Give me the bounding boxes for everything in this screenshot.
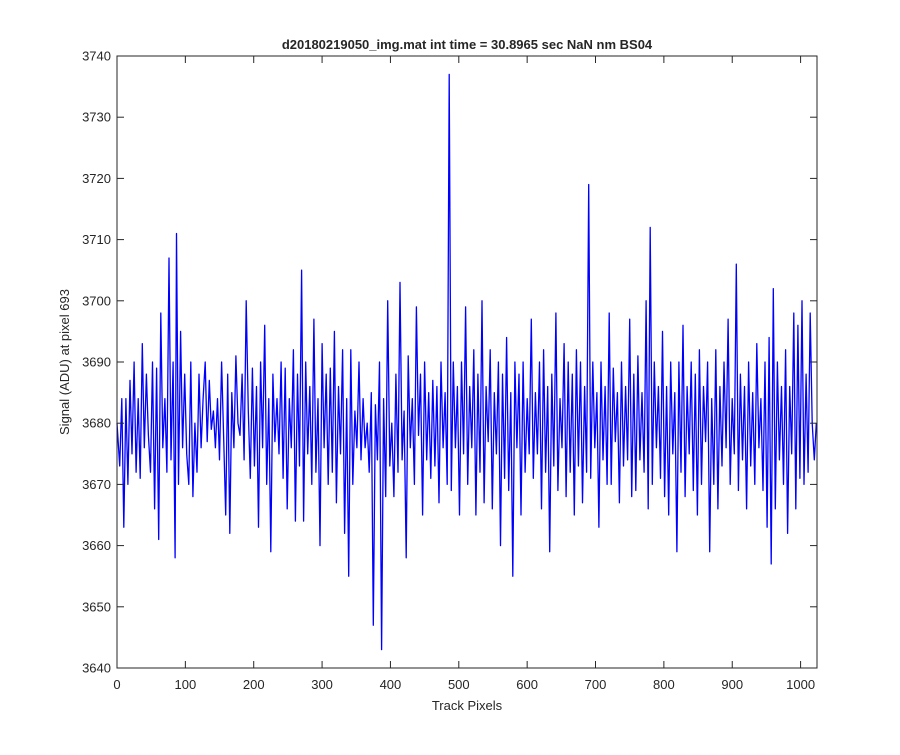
- x-tick-label: 400: [380, 677, 402, 692]
- x-tick-label: 800: [653, 677, 675, 692]
- x-tick-label: 600: [516, 677, 538, 692]
- chart-title: d20180219050_img.mat int time = 30.8965 …: [282, 37, 653, 52]
- y-tick-label: 3660: [82, 538, 111, 553]
- x-tick-label: 200: [243, 677, 265, 692]
- x-tick-label: 500: [448, 677, 470, 692]
- y-tick-label: 3740: [82, 49, 111, 64]
- y-tick-label: 3720: [82, 171, 111, 186]
- axes-layer: 0 100 200 300 400 500 600 700 800 900 1000 3640 3650…: [82, 49, 818, 692]
- y-tick-label: 3650: [82, 599, 111, 614]
- plot-area: [117, 56, 817, 668]
- y-tick-label: 3690: [82, 355, 111, 370]
- y-tick-label: 3700: [82, 293, 111, 308]
- x-tick-label: 300: [311, 677, 333, 692]
- y-tick-label: 3680: [82, 416, 111, 431]
- series-layer: [116, 73, 817, 651]
- y-tick-label: 3640: [82, 661, 111, 676]
- y-tick-label: 3670: [82, 477, 111, 492]
- x-axis-label: Track Pixels: [432, 698, 503, 713]
- y-axis-label: Signal (ADU) at pixel 693: [57, 289, 72, 435]
- x-tick-label: 700: [585, 677, 607, 692]
- x-tick-label: 0: [113, 677, 120, 692]
- x-tick-label: 100: [175, 677, 197, 692]
- x-tick-label: 1000: [786, 677, 815, 692]
- series-line-0: [116, 73, 817, 651]
- y-tick-label: 3730: [82, 110, 111, 125]
- y-tick-label: 3710: [82, 232, 111, 247]
- x-tick-label: 900: [721, 677, 743, 692]
